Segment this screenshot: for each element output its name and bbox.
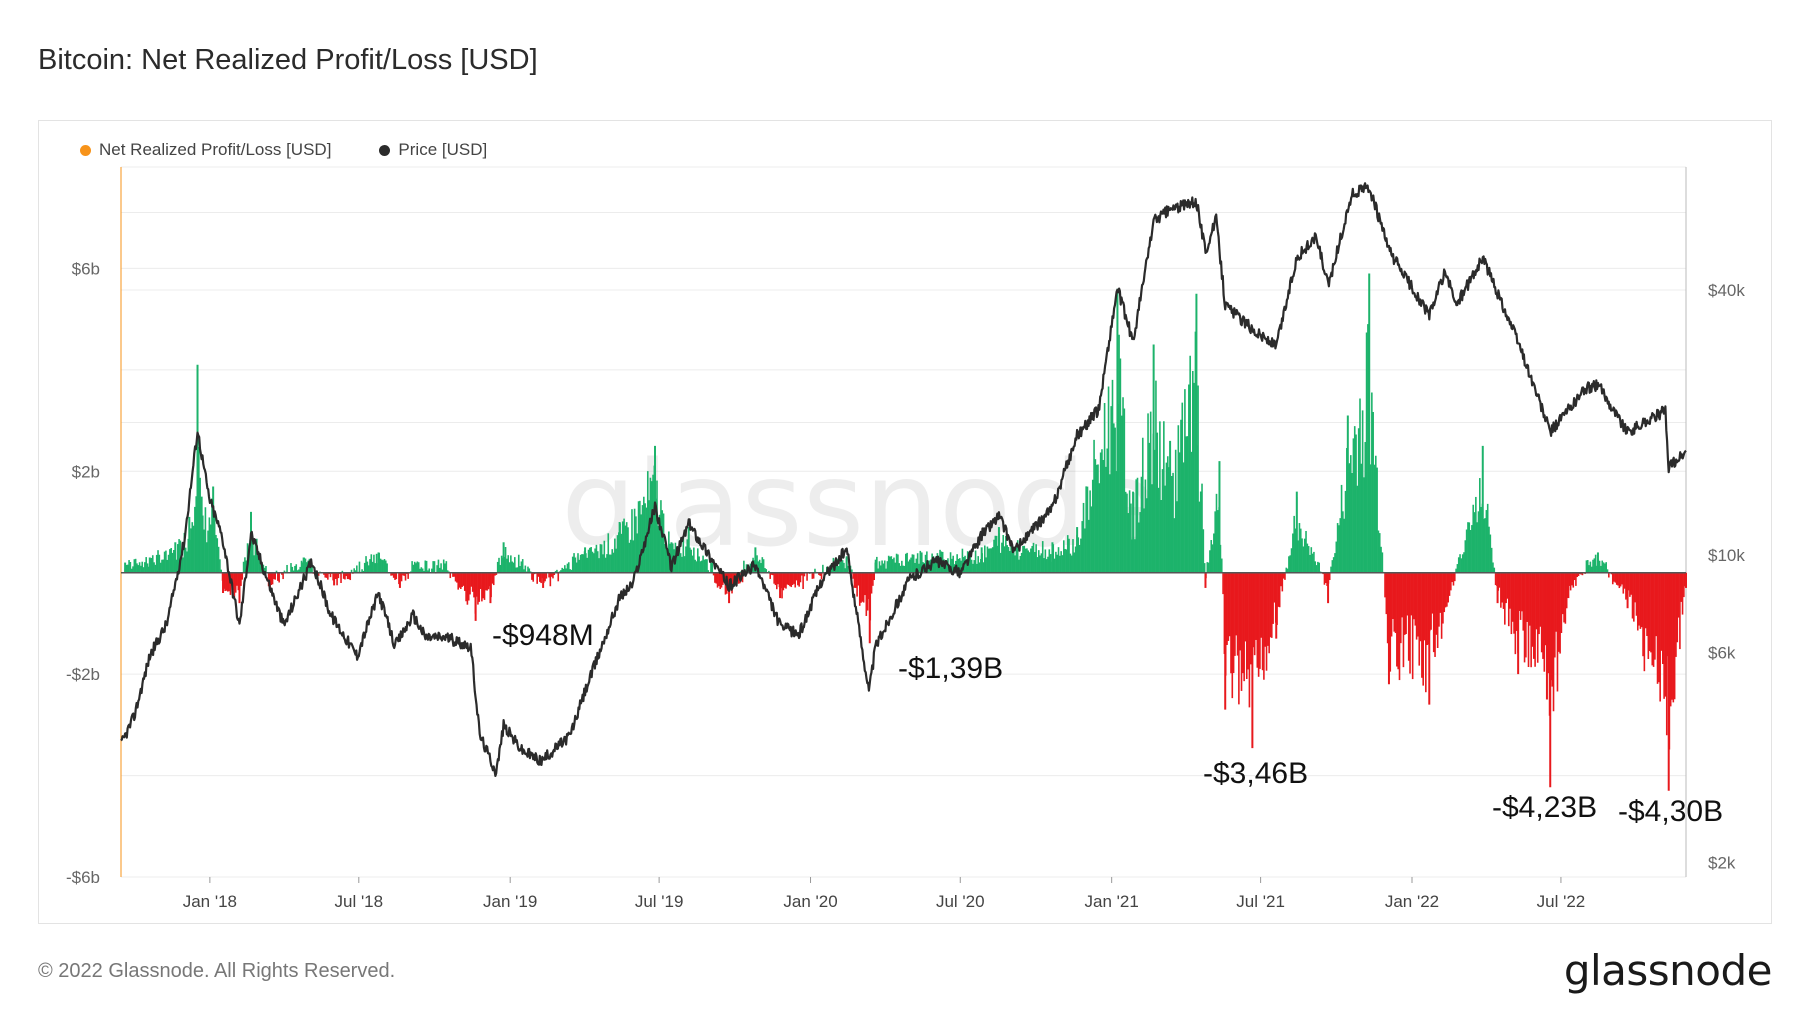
x-axis-tick-label: Jul '18 <box>334 892 383 911</box>
legend-item-price[interactable]: Price [USD] <box>379 140 487 160</box>
x-axis-tick-label: Jan '18 <box>183 892 237 911</box>
x-axis-tick-label: Jul '19 <box>635 892 684 911</box>
copyright-text: © 2022 Glassnode. All Rights Reserved. <box>38 960 396 982</box>
chart-legend: Net Realized Profit/Loss [USD] Price [US… <box>80 140 487 160</box>
glassnode-logo: glassnode <box>1563 946 1773 995</box>
right-axis-tick-label: $6k <box>1708 644 1736 663</box>
left-axis-tick-label: -$2b <box>66 665 100 684</box>
x-axis-tick-label: Jan '22 <box>1385 892 1439 911</box>
right-axis-tick-label: $40k <box>1708 281 1745 300</box>
legend-dot-price <box>379 144 391 156</box>
annotation-label: -$1,39B <box>898 652 1003 685</box>
legend-item-nrpl[interactable]: Net Realized Profit/Loss [USD] <box>80 140 331 160</box>
price-line <box>120 182 1687 777</box>
chart-panel <box>38 120 1772 924</box>
x-axis-tick-label: Jan '21 <box>1085 892 1139 911</box>
annotation-label: -$948M <box>492 619 594 652</box>
grid-lines <box>121 166 1686 878</box>
x-axis-tick-label: Jan '20 <box>783 892 837 911</box>
x-axis-tick-label: Jan '19 <box>483 892 537 911</box>
left-axis-tick-label: -$6b <box>66 868 100 887</box>
annotation-label: -$4,23B <box>1492 791 1597 824</box>
x-axis-tick-label: Jul '21 <box>1236 892 1285 911</box>
legend-label-nrpl: Net Realized Profit/Loss [USD] <box>99 140 332 159</box>
annotation-label: -$4,30B <box>1618 795 1723 828</box>
left-axis-tick-label: $6b <box>72 259 100 278</box>
legend-label-price: Price [USD] <box>398 140 488 159</box>
annotation-label: -$3,46B <box>1203 757 1308 790</box>
x-axis-tick-label: Jul '22 <box>1537 892 1586 911</box>
right-axis-tick-label: $2k <box>1708 854 1736 873</box>
x-axis-tick-label: Jul '20 <box>936 892 985 911</box>
right-axis-tick-label: $10k <box>1708 546 1745 565</box>
legend-dot-nrpl <box>80 144 91 156</box>
chart-title: Bitcoin: Net Realized Profit/Loss [USD] <box>38 44 538 76</box>
left-axis-tick-label: $2b <box>72 462 100 481</box>
